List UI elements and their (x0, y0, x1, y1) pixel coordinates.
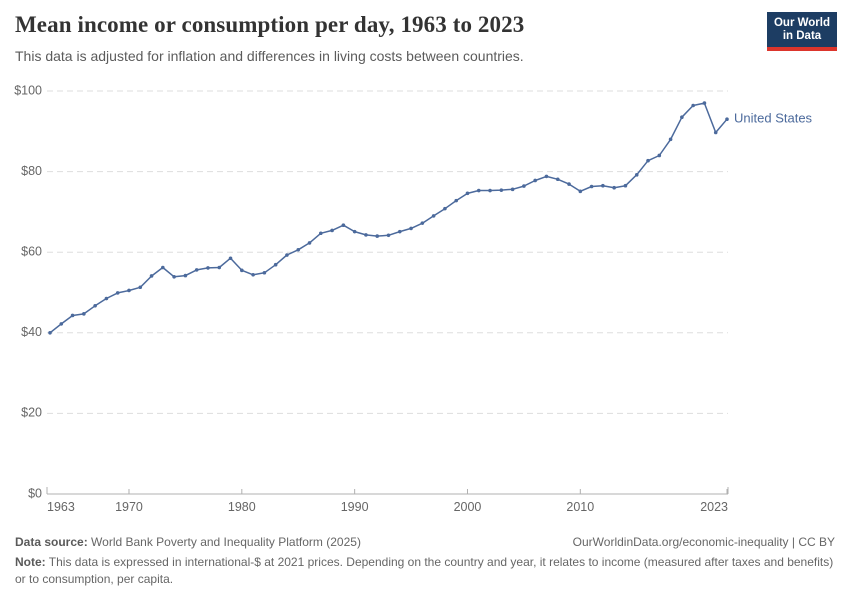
data-point (668, 137, 673, 142)
y-tick-label: $20 (21, 406, 42, 420)
data-point (59, 322, 64, 326)
data-point (589, 184, 594, 189)
data-point (296, 247, 301, 252)
data-point (262, 270, 267, 275)
data-point (206, 266, 210, 270)
data-point (578, 189, 583, 194)
data-point (713, 130, 718, 135)
data-point (499, 188, 504, 192)
data-point (533, 178, 537, 183)
data-point (48, 331, 52, 335)
data-point (544, 174, 549, 179)
y-tick-label: $60 (21, 244, 42, 258)
data-point (194, 268, 199, 272)
x-tick-label: 1970 (115, 500, 143, 514)
trend-line (49, 102, 728, 334)
data-point (138, 285, 143, 290)
owid-link[interactable]: OurWorldinData.org/economic-inequality |… (572, 535, 835, 549)
data-point (364, 233, 368, 237)
data-point (612, 185, 616, 190)
data-point (465, 191, 470, 196)
data-point (82, 312, 86, 316)
data-point (285, 253, 289, 257)
footer-row: Data source: World Bank Poverty and Ineq… (15, 534, 835, 551)
data-source-text: World Bank Poverty and Inequality Platfo… (87, 535, 361, 549)
note-line: Note: This data is expressed in internat… (15, 554, 835, 588)
data-point (127, 288, 131, 293)
y-tick-label: $0 (28, 486, 42, 500)
data-point (386, 233, 391, 238)
data-point (476, 188, 481, 193)
data-point (319, 231, 323, 236)
data-point (691, 103, 695, 108)
series-label: United States (734, 111, 813, 126)
note-label: Note: (15, 555, 46, 569)
x-tick-label: 2000 (454, 500, 482, 514)
data-point (555, 177, 560, 182)
data-point (420, 221, 425, 225)
y-tick-label: $80 (21, 164, 42, 178)
data-point (567, 182, 571, 186)
data-point (634, 173, 639, 177)
x-tick-label: 2010 (566, 500, 594, 514)
x-tick-label: 1990 (341, 500, 369, 514)
data-point (251, 272, 255, 277)
data-point (104, 296, 109, 301)
data-point (657, 153, 662, 158)
data-point (510, 187, 515, 192)
chart-subtitle: This data is adjusted for inflation and … (15, 48, 524, 64)
data-point (183, 273, 188, 278)
data-point (443, 206, 447, 211)
data-point (409, 226, 413, 231)
owid-logo-red-bar (767, 47, 837, 51)
data-point (454, 198, 459, 203)
owid-logo-line2: in Data (782, 30, 822, 42)
data-point (646, 158, 650, 163)
data-point (161, 265, 165, 270)
y-tick-label: $40 (21, 325, 42, 339)
data-point (725, 117, 729, 122)
data-point (240, 268, 244, 273)
data-point (601, 183, 605, 188)
x-tick-label: 1980 (228, 500, 256, 514)
data-point (623, 183, 628, 188)
x-tick-label: 1963 (47, 500, 75, 514)
data-point (217, 265, 222, 270)
income-line-chart: $0 $20 $40 $60 $80 $100 1963 1970 1980 1990 2000 20… (14, 83, 813, 514)
y-tick-label: $100 (14, 83, 42, 97)
data-point (172, 274, 176, 279)
data-point (702, 101, 707, 105)
data-source-line: Data source: World Bank Poverty and Ineq… (15, 534, 361, 551)
data-point (522, 184, 526, 188)
data-point (330, 228, 334, 233)
data-point (115, 291, 120, 295)
data-point (431, 214, 436, 218)
note-text: This data is expressed in international-… (15, 555, 834, 586)
footer: Data source: World Bank Poverty and Ineq… (15, 534, 835, 588)
page-title: Mean income or consumption per day, 1963… (15, 12, 525, 37)
data-point (307, 241, 312, 245)
data-point (149, 274, 154, 278)
data-point (352, 229, 357, 234)
data-point (93, 303, 97, 308)
header: Mean income or consumption per day, 1963… (15, 10, 837, 65)
data-source-label: Data source: (15, 535, 88, 549)
data-point (397, 229, 402, 234)
data-point (680, 115, 684, 119)
data-point (70, 313, 75, 318)
data-point (273, 262, 278, 267)
data-point (375, 234, 380, 238)
data-point (488, 188, 492, 193)
owid-logo[interactable]: Our World in Data (767, 12, 837, 51)
data-point (341, 223, 346, 227)
data-point (228, 256, 233, 261)
owid-logo-line1: Our World (773, 17, 830, 29)
chart-area: $0 $20 $40 $60 $80 $100 1963 1970 1980 1990 2000 20… (0, 80, 850, 520)
x-tick-label: 2023 (700, 500, 728, 514)
